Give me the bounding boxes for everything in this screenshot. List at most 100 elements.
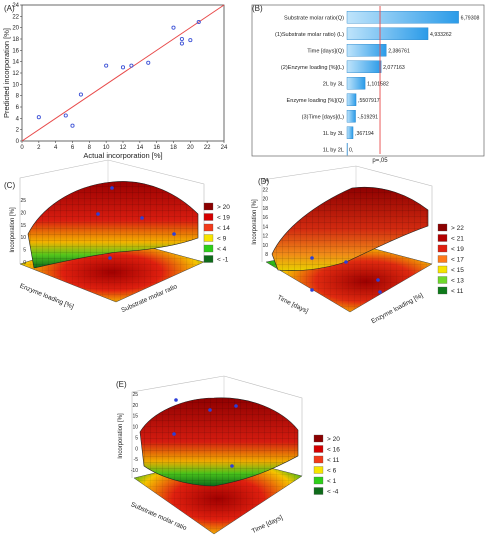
panel-d-z-tick-label: 16: [262, 215, 268, 221]
panel-d-z-tick-label: 24: [262, 178, 268, 184]
panel-c-z-tick-label: 25: [20, 198, 26, 204]
panel-d-design-point: [310, 288, 314, 292]
panel-e-surface-mesh: [140, 397, 298, 486]
panel-d-design-point: [310, 256, 314, 260]
panel-e-design-point: [208, 408, 212, 412]
panel-e-z-tick-label: 0: [135, 446, 138, 452]
panel-e-xlabel: Time [days]: [251, 514, 284, 535]
panel-b-category-label: 1L by 2L: [323, 147, 344, 153]
panel-e-z-tick-label: 5: [135, 435, 138, 441]
panel-c-design-point: [172, 232, 176, 236]
panel-e-design-point: [230, 464, 234, 468]
panel-d-z-tick-label: 18: [262, 206, 268, 212]
panel-b-bar: [346, 110, 356, 123]
panel-b-value-label: 2,077163: [383, 65, 405, 71]
panel-c-design-point: [110, 186, 114, 190]
panel-d-xlabel: Enzyme loading [%]: [370, 292, 424, 325]
panel-e-legend-swatch: [313, 487, 324, 495]
panel-e-z-tick-label: 25: [132, 392, 138, 398]
panel-a-x-tick-label: 6: [71, 145, 75, 151]
panel-d-legend-label: < 17: [451, 257, 464, 264]
panel-a-data-point: [196, 19, 201, 25]
panel-a-y-tick-label: 8: [16, 94, 20, 100]
panel-b-rows: Substrate molar ratio(Q) 6,79308 (1)Substr…: [275, 11, 480, 156]
panel-a-x-tick-label: 16: [153, 145, 160, 151]
panel-b-category-label: (1)Substrate molar ratio) (L): [275, 32, 344, 38]
panel-a-label: (A): [4, 4, 15, 13]
panel-c-legend-label: > 20: [217, 204, 230, 211]
panel-d-legend-label: < 13: [451, 278, 464, 285]
panel-c-label: (C): [4, 181, 15, 190]
panel-b-value-label: ,5507917: [358, 98, 380, 104]
panel-d-legend-swatch: [437, 265, 448, 274]
panel-e-design-points: [172, 398, 238, 468]
panel-e-zlabel: Incorporation [%]: [118, 413, 124, 459]
panel-e-legend-label: < 11: [327, 457, 340, 464]
panel-a-y-tick-label: 18: [12, 37, 19, 43]
panel-a-x-tick-label: 20: [187, 145, 194, 151]
panel-c-legend: > 20 < 19 < 14 < 9 < 4 < -1: [203, 202, 230, 264]
panel-b-category-label: (2)Enzyme loading [%](L): [281, 65, 344, 71]
panel-d-z-tick-label: 10: [262, 243, 268, 249]
panel-d-label: (D): [258, 177, 269, 186]
panel-b-value-label: 6,79308: [461, 15, 480, 21]
panel-c-legend-swatch: [203, 255, 214, 263]
panel-c-design-points: [96, 186, 176, 260]
panel-b-bar: [346, 27, 429, 40]
panel-e-legend-label: < 1: [327, 478, 337, 485]
panel-e-z-tick-label: -5: [134, 457, 139, 463]
panel-a-y-tick-label: 22: [12, 14, 19, 20]
panel-a-data-point: [63, 113, 68, 118]
panel-b-reference-label: p=,05: [372, 158, 388, 164]
panel-b-value-label: 0,: [349, 147, 353, 153]
panel-b-label: (B): [252, 4, 263, 13]
panel-e-design-point: [172, 432, 176, 436]
panel-a-y-tick-label: 14: [12, 60, 19, 66]
panel-d-z-tick-label: 8: [265, 252, 268, 258]
panel-a-y-tick-label: 12: [12, 71, 19, 77]
panel-d-legend-label: > 22: [451, 225, 464, 232]
panel-b-value-label: ,367194: [355, 131, 374, 137]
panel-d-zlabel: Incorporation [%]: [252, 199, 258, 245]
panel-a-x-tick-label: 22: [204, 145, 211, 151]
panel-d-legend-swatch: [437, 234, 448, 242]
panel-c-legend-swatch: [203, 244, 214, 253]
panel-e-legend-swatch: [313, 466, 324, 474]
panel-a-x-ticks: 0 2 4 6 8 10 12 14 16 18 20 22 24: [20, 141, 228, 151]
panel-e-design-point: [234, 404, 238, 408]
panel-a-x-tick-label: 18: [170, 145, 177, 151]
panel-e-z-tick-label: 15: [132, 414, 138, 420]
panel-e-legend-swatch: [313, 455, 324, 464]
panel-d-z-tick-label: 14: [262, 224, 268, 230]
panel-d-legend-label: < 15: [451, 267, 464, 274]
panel-e-label: (E): [116, 380, 127, 389]
panel-b-bar: [346, 126, 354, 139]
panel-b-category-label: 2L by 3L: [323, 81, 344, 87]
panel-d-design-point: [376, 278, 380, 282]
panel-e: (E) -10 -5 0 5 10 15 20 25 Incorporation [%] Ti…: [116, 375, 340, 535]
panel-e-design-point: [174, 398, 178, 402]
panel-c-zlabel: Incorporation [%]: [10, 207, 16, 253]
panel-c-legend-label: < -1: [217, 257, 229, 264]
panel-c-z-tick-label: 20: [20, 210, 26, 216]
panel-b-category-label: Enzyme loading [%](Q): [286, 98, 344, 104]
panel-c-legend-swatch: [203, 213, 214, 221]
panel-c-z-tick-label: 15: [20, 223, 26, 229]
panel-a-ylabel: Predicted incorporation [%]: [2, 28, 11, 118]
panel-e-z-tick-label: 10: [132, 425, 138, 431]
panel-c-legend-swatch: [203, 234, 214, 242]
panel-e-legend-swatch: [313, 445, 324, 453]
panel-a-y-tick-label: 10: [12, 82, 19, 88]
panel-d-legend-swatch: [437, 276, 448, 284]
panel-b-category-label: Substrate molar ratio(Q): [284, 15, 344, 21]
panel-a-y-tick-label: 16: [12, 48, 19, 54]
panel-a: (A) 0 2 4 6 8 10 12 14 16 18 20 22 24 02468101214161…: [2, 3, 228, 160]
panel-a-x-tick-label: 2: [37, 145, 41, 151]
panel-c-z-ticks: 0 5 10 15 20 25: [20, 198, 26, 266]
panel-c-design-point: [96, 212, 100, 216]
panel-a-data-point: [188, 38, 193, 43]
panel-a-data-point: [179, 36, 184, 42]
panel-a-y-tick-label: 20: [12, 26, 19, 32]
